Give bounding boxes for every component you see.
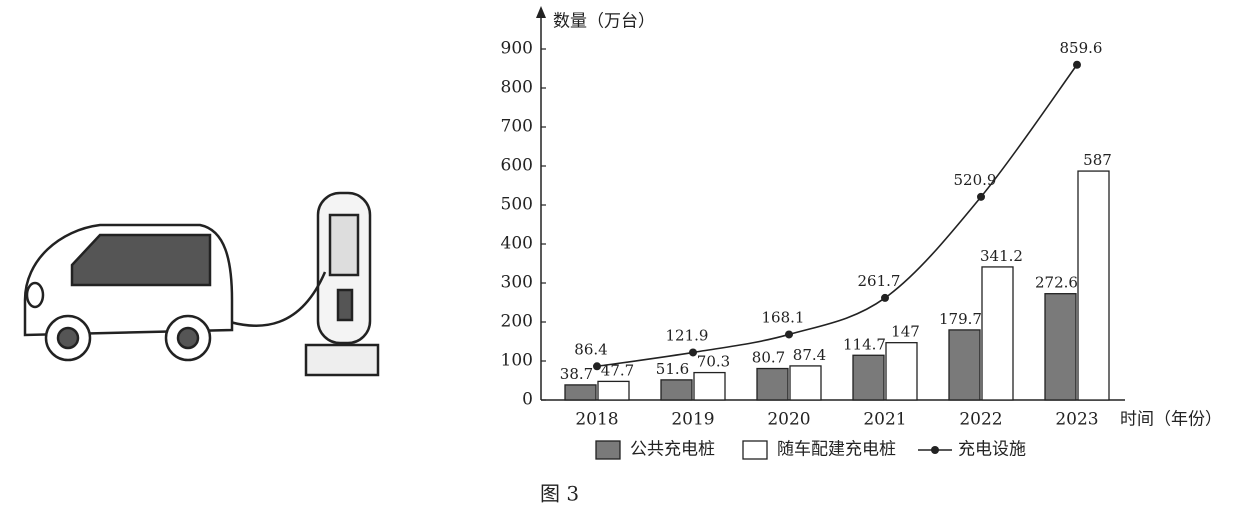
y-tick-label: 300 [501, 273, 533, 293]
bar-value-label: 341.2 [980, 247, 1023, 265]
bar [981, 266, 1014, 401]
bar [756, 367, 789, 401]
x-tick-label: 2021 [863, 410, 906, 430]
y-axis-arrow [536, 6, 546, 18]
y-tick-label: 600 [501, 156, 533, 176]
bar-value-label: 47.7 [601, 361, 634, 379]
y-tick-label: 200 [501, 312, 533, 332]
line-point [1073, 60, 1081, 69]
legend-point [931, 446, 939, 454]
bar [597, 380, 630, 401]
bar-value-label: 147 [891, 323, 920, 341]
legend-label: 充电设施 [958, 440, 1026, 460]
y-tick-label: 700 [501, 117, 533, 137]
line-value-label: 261.7 [858, 272, 901, 290]
bar [948, 329, 981, 401]
line-point [977, 192, 985, 201]
x-tick-label: 2020 [767, 410, 810, 430]
y-axis-title: 数量（万台） [553, 12, 655, 32]
x-axis-title: 时间（年份） [1120, 410, 1222, 430]
bar [789, 365, 822, 401]
y-tick-label: 500 [501, 195, 533, 215]
bar-value-label: 114.7 [843, 335, 886, 353]
x-tick-label: 2019 [671, 410, 714, 430]
line-value-label: 520.9 [954, 171, 997, 189]
bar-value-label: 179.7 [939, 310, 982, 328]
bar-value-label: 51.6 [656, 360, 689, 378]
bar [1077, 170, 1110, 401]
legend-swatch [595, 440, 621, 460]
bar-value-label: 272.6 [1035, 274, 1078, 292]
line-value-label: 121.9 [666, 326, 709, 344]
legend-label: 公共充电桩 [630, 440, 715, 460]
bar [693, 371, 726, 401]
legend-label: 随车配建充电桩 [777, 440, 896, 460]
y-tick-label: 100 [501, 351, 533, 371]
line-point [593, 362, 601, 371]
bar [885, 342, 918, 401]
caption: 图 3 [540, 482, 579, 506]
bar-value-label: 38.7 [560, 365, 593, 383]
line-value-label: 859.6 [1060, 39, 1103, 57]
y-tick-label: 800 [501, 78, 533, 98]
bar-value-label: 70.3 [697, 353, 730, 371]
line-point [785, 330, 793, 339]
bar [852, 354, 885, 401]
line-value-label: 86.4 [574, 340, 607, 358]
y-tick-label: 900 [501, 39, 533, 59]
bar-value-label: 80.7 [752, 349, 785, 367]
line-point [881, 293, 889, 302]
y-tick-label: 0 [522, 390, 533, 410]
bar [1044, 293, 1077, 401]
illustration [23, 191, 380, 377]
x-tick-label: 2022 [959, 410, 1002, 430]
x-tick-label: 2018 [575, 410, 618, 430]
y-tick-label: 400 [501, 234, 533, 254]
line-value-label: 168.1 [762, 308, 805, 326]
bar [660, 379, 693, 401]
bar [564, 384, 597, 401]
bar-value-label: 87.4 [793, 346, 826, 364]
line-point [689, 348, 697, 357]
bar-value-label: 587 [1083, 151, 1112, 169]
legend-swatch [742, 440, 768, 460]
x-tick-label: 2023 [1055, 410, 1098, 430]
